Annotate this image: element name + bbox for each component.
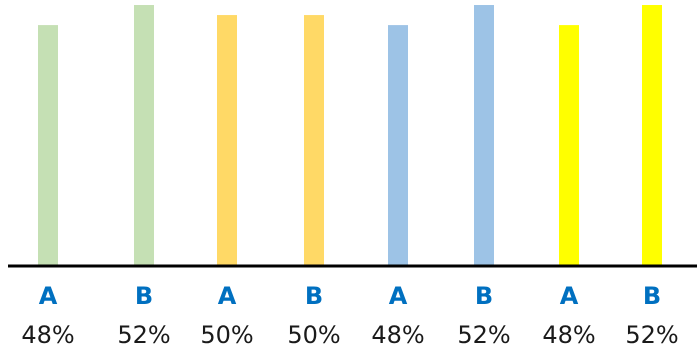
- category-label-6: B: [475, 282, 493, 310]
- value-label-3: 50%: [200, 321, 253, 349]
- bar-1: [38, 25, 58, 266]
- category-label-8: B: [643, 282, 661, 310]
- category-label-7: A: [560, 282, 579, 310]
- bar-5: [388, 25, 408, 266]
- bar-2: [134, 5, 154, 267]
- category-label-4: B: [305, 282, 323, 310]
- value-label-8: 52%: [625, 321, 678, 349]
- category-label-1: A: [39, 282, 58, 310]
- category-label-3: A: [218, 282, 237, 310]
- bars-group: [38, 5, 662, 267]
- value-label-2: 52%: [117, 321, 170, 349]
- value-label-6: 52%: [457, 321, 510, 349]
- bar-3: [217, 15, 237, 266]
- category-label-2: B: [135, 282, 153, 310]
- value-labels-group: 48% 52% 50% 50% 48% 52% 48% 52%: [21, 321, 678, 349]
- bar-7: [559, 25, 579, 266]
- value-label-4: 50%: [287, 321, 340, 349]
- bar-4: [304, 15, 324, 266]
- bar-8: [642, 5, 662, 267]
- value-label-1: 48%: [21, 321, 74, 349]
- value-label-5: 48%: [371, 321, 424, 349]
- category-label-5: A: [389, 282, 408, 310]
- value-label-7: 48%: [542, 321, 595, 349]
- bar-6: [474, 5, 494, 267]
